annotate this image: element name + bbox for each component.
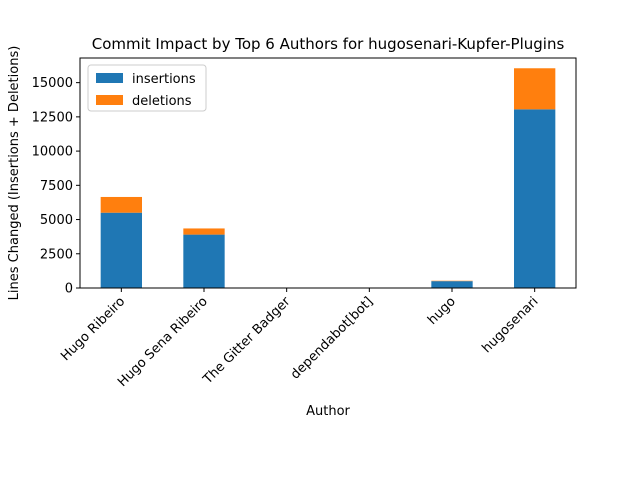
- bar-deletions-0: [100, 196, 142, 213]
- y-tick-label: 5000: [40, 213, 73, 228]
- bar-insertions-1: [183, 234, 225, 288]
- legend-swatch-deletions: [96, 95, 123, 105]
- chart-title: Commit Impact by Top 6 Authors for hugos…: [92, 35, 565, 53]
- bar-insertions-0: [100, 212, 142, 288]
- y-axis-ticks: 0 2500 5000 7500 10000 12500 15000: [32, 76, 80, 297]
- y-tick-label: 15000: [32, 76, 73, 91]
- y-tick-label: 7500: [40, 179, 73, 194]
- legend: insertions deletions: [87, 64, 207, 112]
- bar-deletions-1: [183, 228, 225, 235]
- bar-insertions-5: [514, 109, 556, 288]
- bar-insertions-4: [431, 281, 473, 288]
- legend-swatch-insertions: [96, 73, 123, 83]
- y-tick-label: 10000: [32, 145, 73, 160]
- y-tick-label: 0: [65, 282, 73, 297]
- y-tick-label: 2500: [40, 247, 73, 262]
- legend-label-deletions: deletions: [132, 94, 192, 109]
- legend-label-insertions: insertions: [132, 72, 196, 87]
- y-tick-label: 12500: [32, 110, 73, 125]
- plot-frame: [79, 57, 577, 289]
- bars-layer: [100, 68, 556, 288]
- bar-deletions-5: [514, 68, 556, 110]
- y-axis-label: Lines Changed (Insertions + Deletions): [7, 46, 22, 301]
- x-axis-label: Author: [306, 404, 350, 419]
